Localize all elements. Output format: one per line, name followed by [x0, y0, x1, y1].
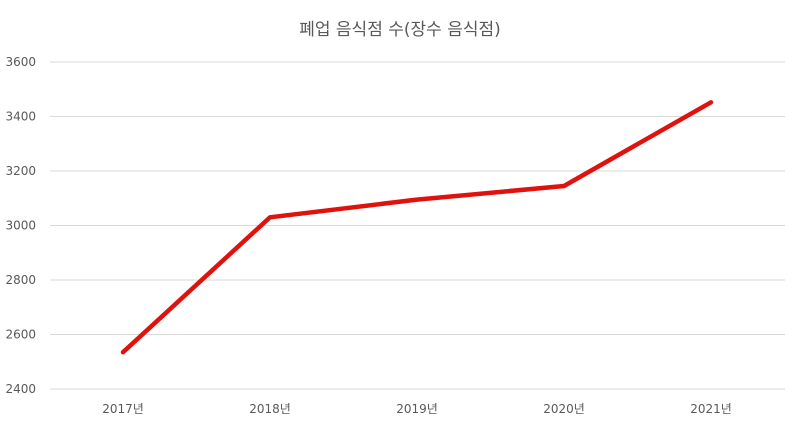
y-tick-label: 3600 [5, 55, 36, 69]
y-tick-label: 3400 [5, 110, 36, 124]
y-tick-label: 2600 [5, 328, 36, 342]
y-tick-label: 2400 [5, 382, 36, 396]
y-tick-label: 3200 [5, 164, 36, 178]
grid-lines [50, 61, 785, 390]
y-axis-ticks: 2400 2600 2800 3000 3200 3400 3600 [5, 55, 36, 396]
x-tick-label: 2021년 [690, 402, 732, 416]
x-tick-label: 2017년 [102, 402, 144, 416]
x-tick-label: 2020년 [543, 402, 585, 416]
y-tick-label: 2800 [5, 273, 36, 287]
x-axis-ticks: 2017년 2018년 2019년 2020년 2021년 [102, 402, 732, 416]
x-tick-label: 2019년 [396, 402, 438, 416]
series-line [120, 100, 714, 355]
y-tick-label: 3000 [5, 219, 36, 233]
chart-title: 폐업 음식점 수(장수 음식점) [299, 20, 501, 40]
x-tick-label: 2018년 [249, 402, 291, 416]
series-layer [120, 100, 714, 355]
